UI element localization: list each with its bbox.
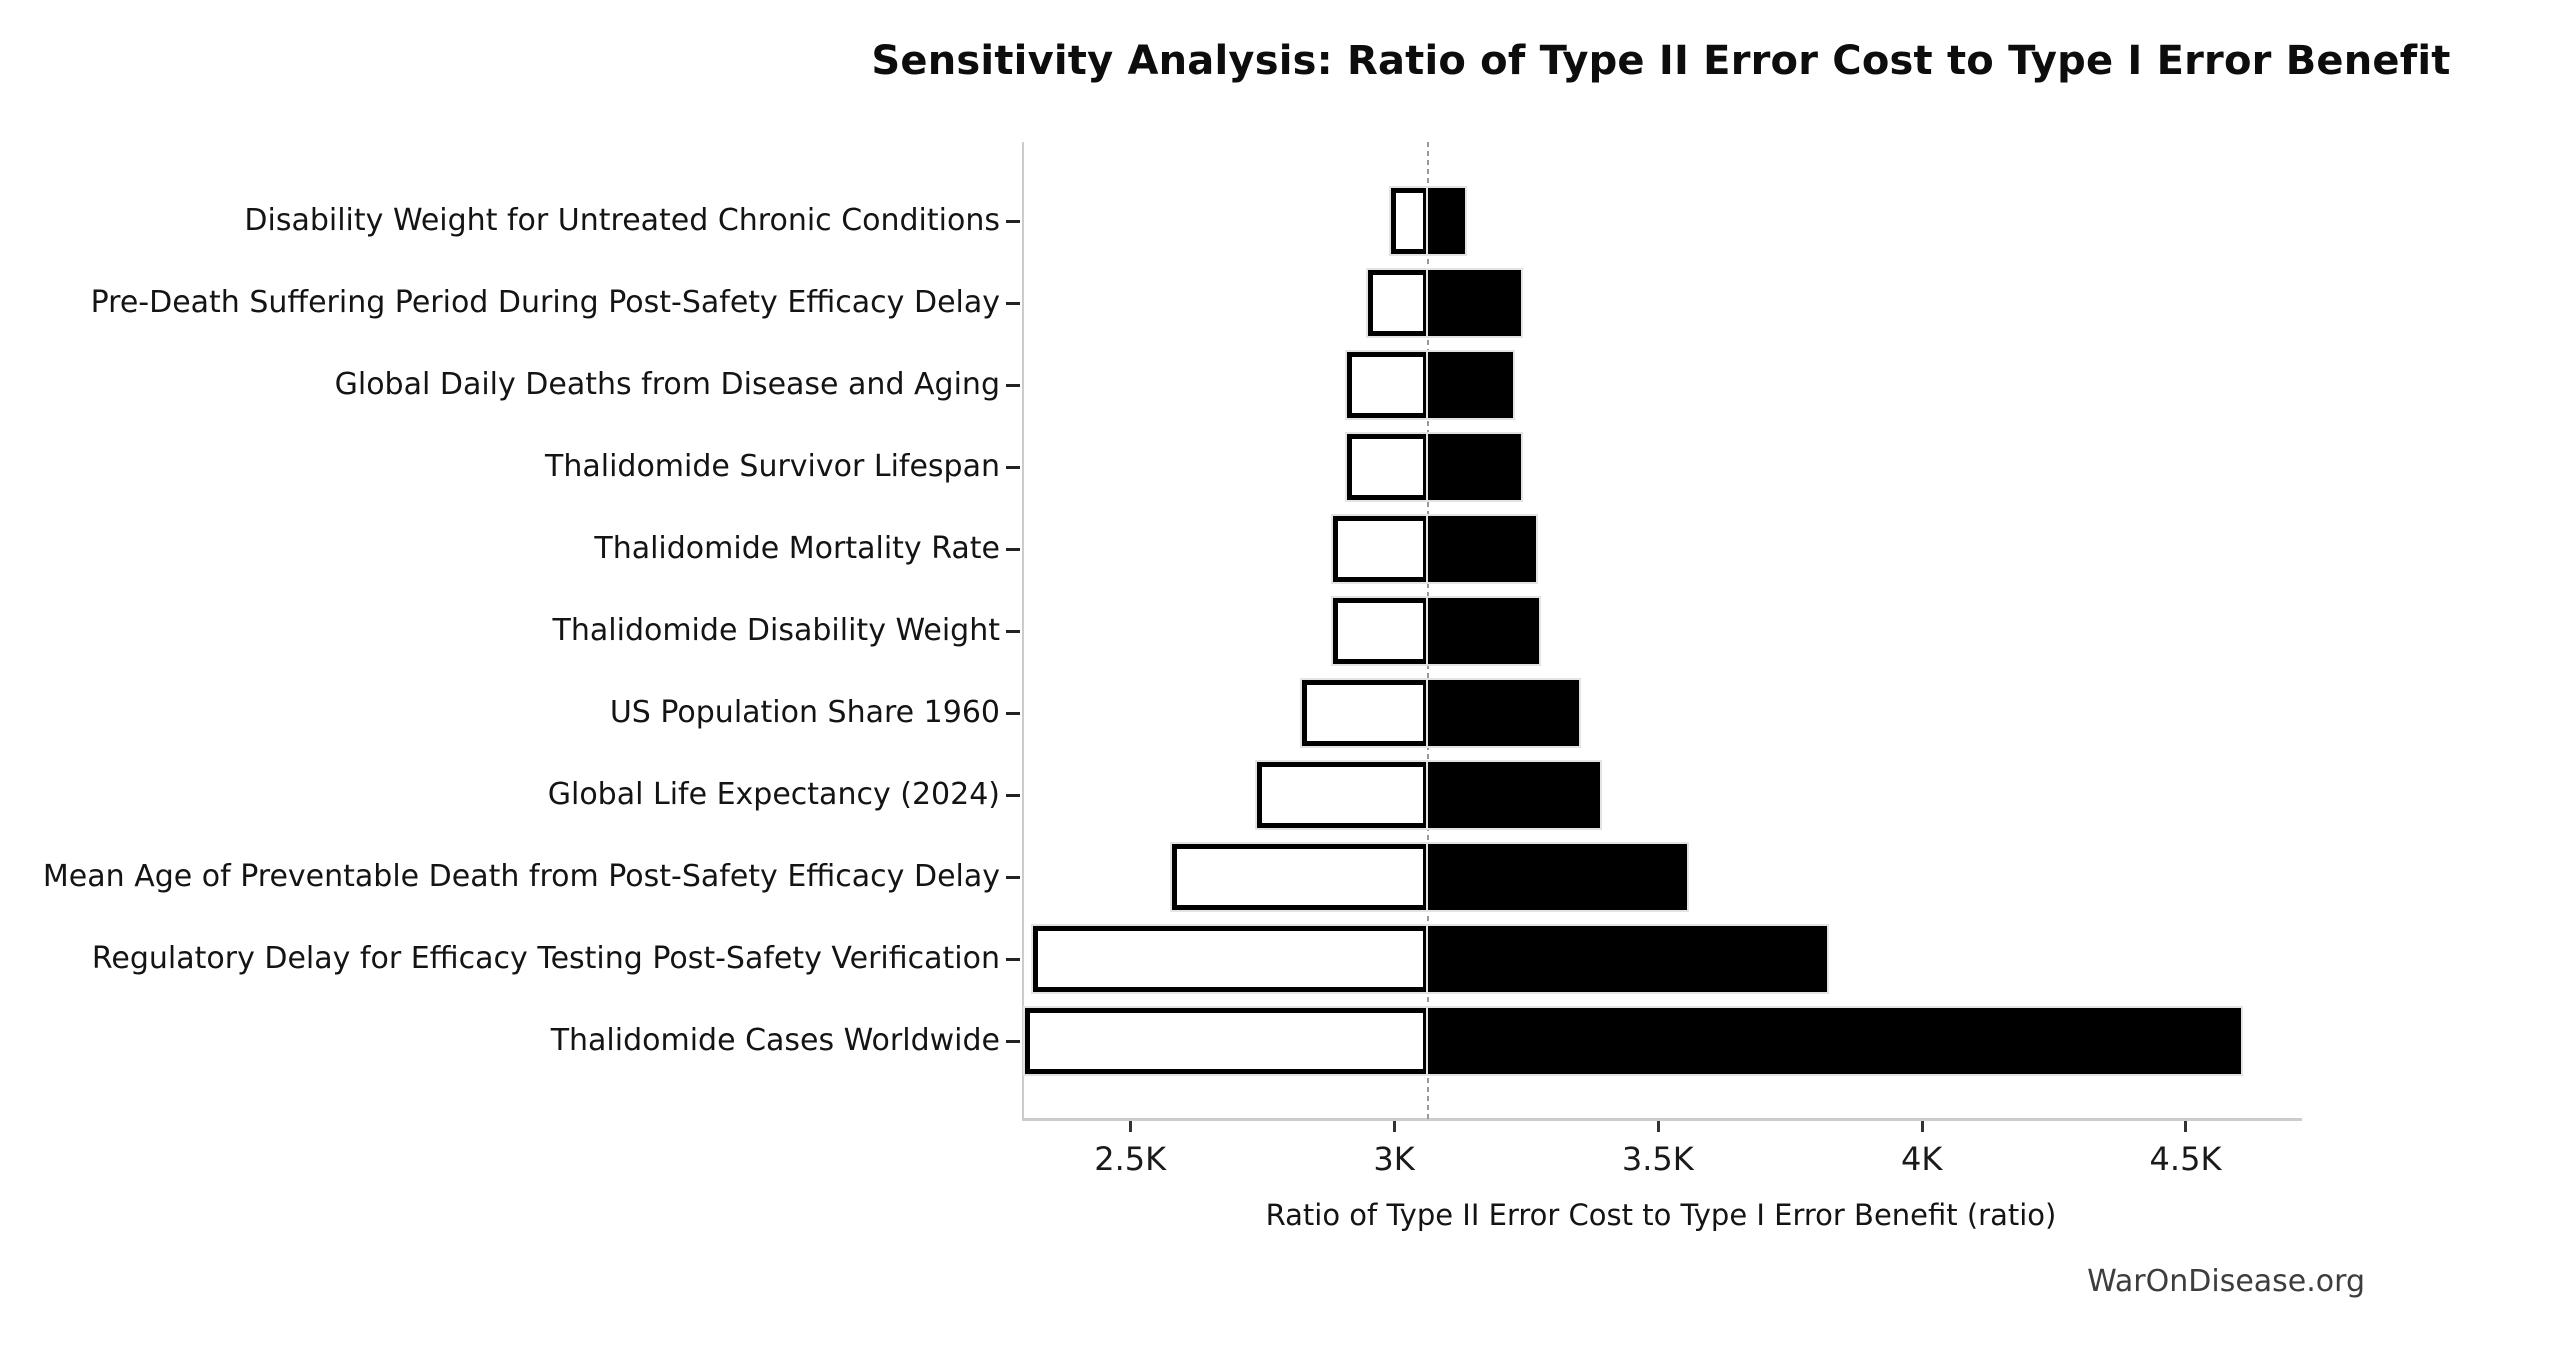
bar-high [1428,680,1579,746]
y-tick-mark [1006,384,1020,387]
bar-high [1428,270,1521,336]
bar-high [1428,844,1687,910]
y-tick-mark [1006,712,1020,715]
bar-high [1428,516,1537,582]
category-label: Pre-Death Suffering Period During Post-S… [90,285,1000,320]
bar-low [1256,762,1429,828]
x-axis-spine [1022,1118,2302,1121]
y-axis-labels: Disability Weight for Untreated Chronic … [0,0,1000,1357]
x-tick-mark [1393,1121,1396,1132]
y-tick-mark [1006,794,1020,797]
x-tick-mark [1656,1121,1660,1132]
x-tick-mark [1920,1121,1924,1132]
chart-title: Sensitivity Analysis: Ratio of Type II E… [871,38,2451,84]
bar-low [1333,516,1429,582]
bar-high [1428,762,1600,828]
category-label: Mean Age of Preventable Death from Post-… [42,859,1000,894]
y-axis-spine [1022,142,1024,1120]
x-tick-label: 2.5K [1094,1140,1167,1178]
category-label: Thalidomide Disability Weight [552,613,1000,648]
category-label: Global Life Expectancy (2024) [547,777,1000,812]
bar-high [1428,598,1540,664]
bar-high [1428,926,1827,992]
x-tick-label: 4.5K [2149,1140,2222,1178]
bar-low [1032,926,1429,992]
category-label: Thalidomide Mortality Rate [594,531,1000,566]
y-tick-mark [1006,220,1020,223]
category-label: Thalidomide Survivor Lifespan [545,449,1000,484]
bar-low [1333,598,1429,664]
bar-high [1428,188,1466,254]
category-label: Global Daily Deaths from Disease and Agi… [334,367,1000,402]
category-label: Regulatory Delay for Efficacy Testing Po… [91,941,1000,976]
bar-high [1428,352,1513,418]
x-tick-mark [2184,1121,2188,1132]
bar-high [1428,1008,2241,1074]
x-tick-mark [1129,1121,1133,1132]
category-label: US Population Share 1960 [609,695,1000,730]
bar-low [1024,1008,1429,1074]
bar-low [1172,844,1429,910]
y-tick-mark [1006,630,1020,633]
watermark-text: WarOnDisease.org [2087,1264,2365,1299]
x-tick-label: 3.5K [1621,1140,1694,1178]
y-tick-mark [1006,466,1020,469]
bar-low [1367,270,1429,336]
bar-high [1428,434,1521,500]
category-label: Disability Weight for Untreated Chronic … [244,203,1000,238]
x-axis-label: Ratio of Type II Error Cost to Type I Er… [1265,1198,2057,1232]
y-tick-mark [1006,548,1020,551]
plot-area [1022,142,2300,1120]
y-tick-mark [1006,302,1020,305]
y-tick-mark [1006,876,1020,879]
bar-low [1391,188,1429,254]
category-label: Thalidomide Cases Worldwide [550,1023,1000,1058]
bar-low [1346,434,1429,500]
y-tick-mark [1006,958,1020,961]
bar-low [1346,352,1429,418]
bar-low [1301,680,1429,746]
x-tick-label: 4K [1900,1140,1943,1178]
x-tick-label: 3K [1373,1140,1415,1178]
y-tick-mark [1006,1040,1020,1043]
